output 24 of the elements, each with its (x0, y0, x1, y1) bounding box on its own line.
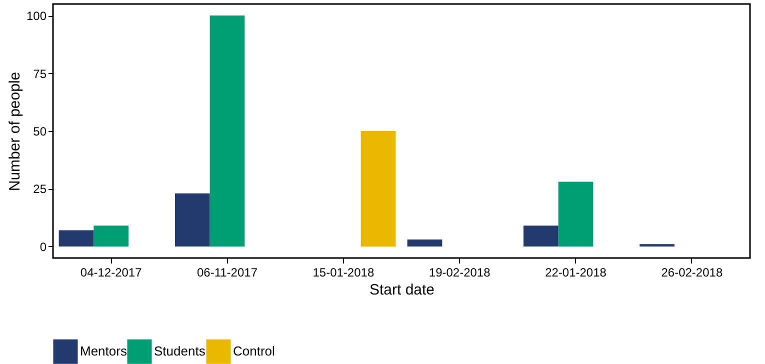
y-tick-label: 0 (40, 240, 47, 254)
x-tick-label: 19-02-2018 (428, 266, 491, 280)
bar (174, 193, 210, 246)
x-tick-label: 04-12-2017 (80, 266, 142, 280)
bar (558, 182, 594, 246)
bar (407, 240, 442, 246)
y-tick-label: 75 (33, 66, 47, 81)
y-tick-label: 50 (33, 124, 47, 138)
x-axis-title: Start date (369, 282, 435, 298)
bar (58, 230, 94, 246)
bar (210, 16, 245, 246)
x-tick-label: 22-01-2018 (545, 266, 607, 280)
x-tick-label: 06-11-2017 (197, 266, 258, 280)
x-tick-label: 15-01-2018 (312, 266, 374, 280)
legend-label: Mentors (80, 344, 128, 359)
x-tick-label: 26-02-2018 (661, 266, 723, 280)
y-tick-label: 100 (26, 9, 47, 24)
y-tick-label: 25 (33, 182, 47, 196)
bar (523, 226, 558, 246)
bar (94, 226, 129, 246)
legend-label: Control (233, 344, 276, 359)
y-axis-title: Number of people (6, 72, 24, 192)
legend-label: Students (154, 344, 206, 359)
bar (360, 131, 396, 246)
